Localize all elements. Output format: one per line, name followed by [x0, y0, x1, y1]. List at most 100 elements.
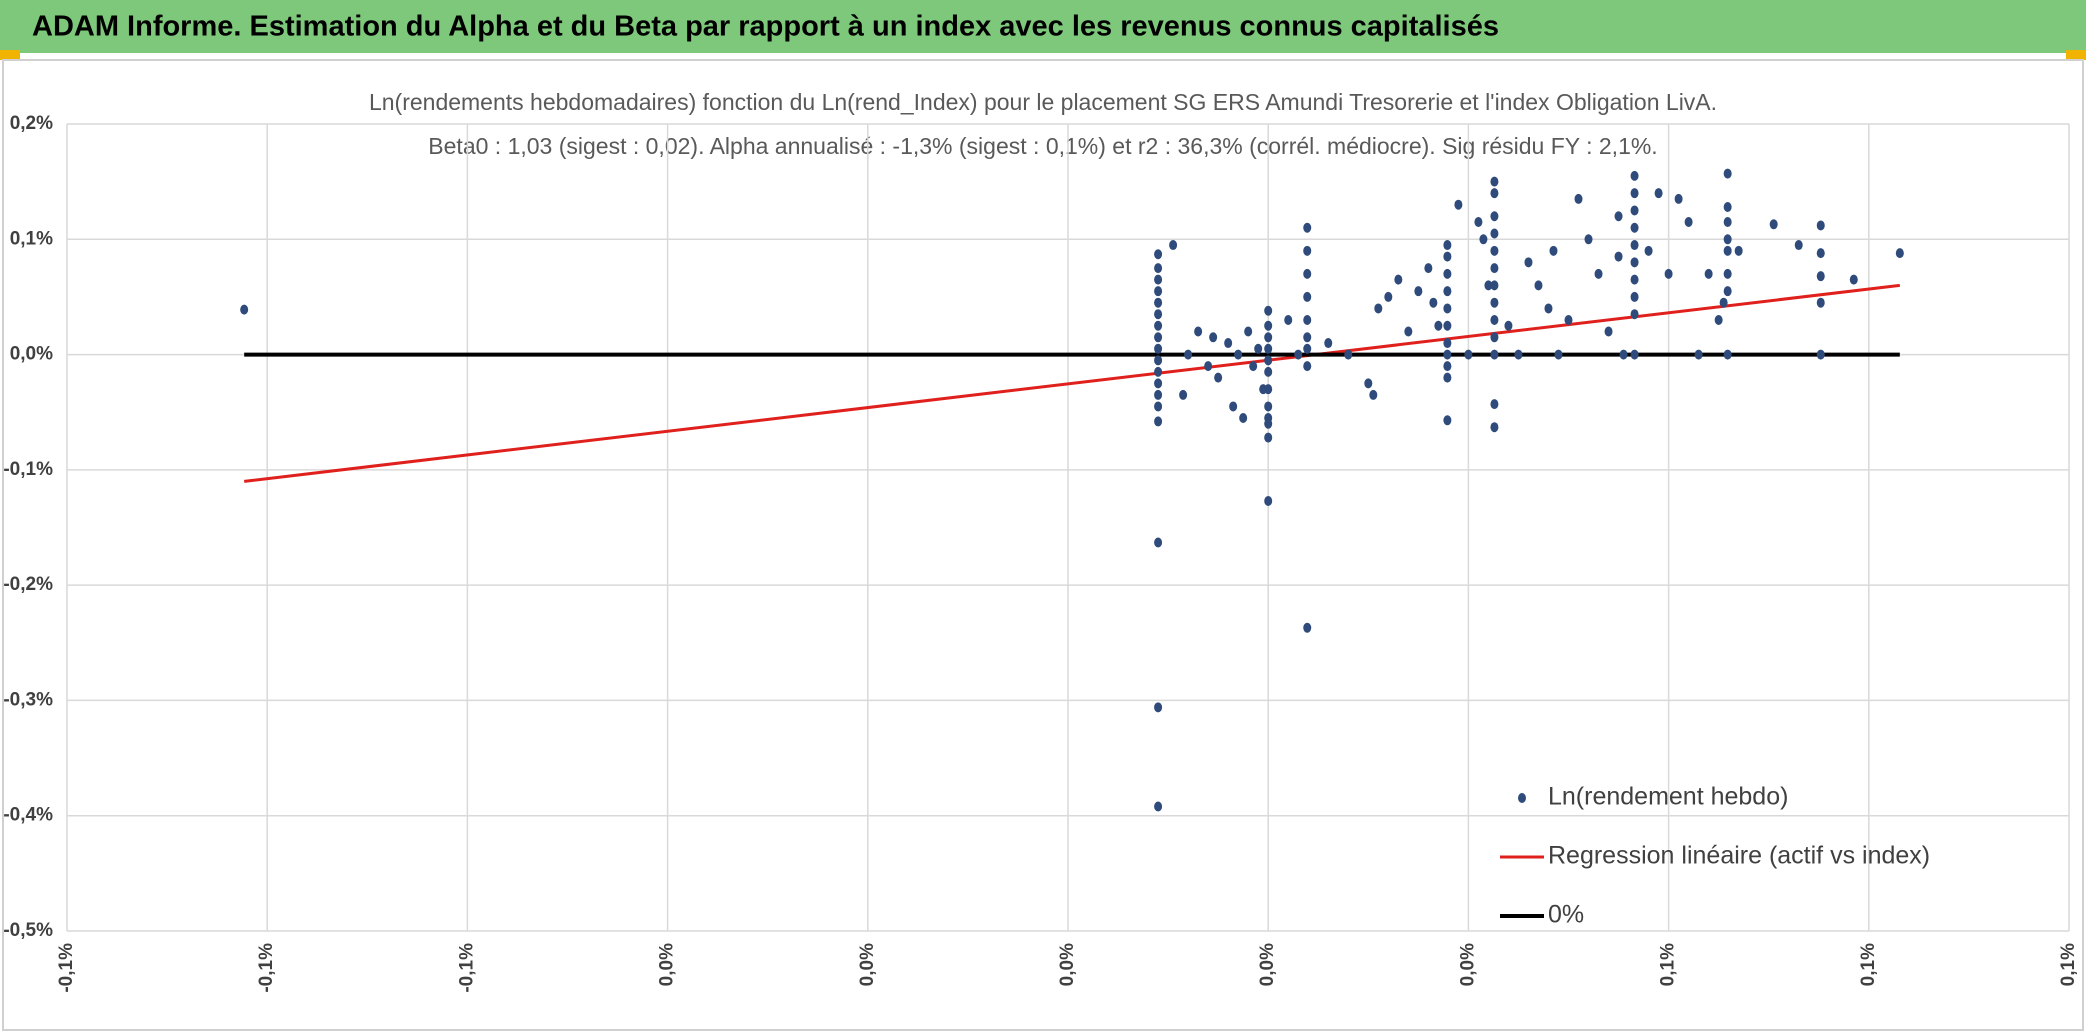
- scatter-point: [1714, 314, 1723, 325]
- scatter-point: [1574, 193, 1583, 204]
- scatter-point: [1549, 245, 1558, 256]
- chart-title: Ln(rendements hebdomadaires) fonction du…: [369, 89, 1717, 115]
- x-tick-label: 0,0%: [1457, 943, 1478, 986]
- scatter-point: [1734, 245, 1743, 256]
- scatter-point: [1490, 332, 1499, 343]
- scatter-point: [1630, 240, 1639, 251]
- title-bar: [0, 0, 2086, 53]
- x-tick-label: -0,1%: [56, 943, 77, 993]
- scatter-point: [1154, 297, 1163, 308]
- scatter-point: [1490, 263, 1499, 274]
- scatter-point: [1630, 205, 1639, 216]
- scatter-point: [1723, 268, 1732, 279]
- scatter-point: [1303, 361, 1312, 372]
- scatter-point: [1264, 495, 1273, 506]
- scatter-point: [1154, 309, 1163, 320]
- scatter-point: [1630, 170, 1639, 181]
- scatter-point: [1544, 303, 1553, 314]
- scatter-point: [1303, 314, 1312, 325]
- scatter-point: [1674, 193, 1683, 204]
- x-tick-label: 0,1%: [2058, 943, 2079, 986]
- scatter-point: [1604, 326, 1613, 337]
- scatter-point: [1816, 349, 1825, 360]
- legend-label: Regression linéaire (actif vs index): [1548, 842, 1930, 870]
- scatter-point: [1490, 422, 1499, 433]
- scatter-point: [1264, 332, 1273, 343]
- scatter-point: [1239, 412, 1248, 423]
- y-tick-label: -0,2%: [3, 574, 53, 595]
- scatter-point: [1303, 222, 1312, 233]
- scatter-point: [1264, 418, 1273, 429]
- scatter-point: [1474, 216, 1483, 227]
- scatter-point: [1384, 291, 1393, 302]
- scatter-point: [1434, 320, 1443, 331]
- scatter-point: [1154, 537, 1163, 548]
- scatter-point: [1554, 349, 1563, 360]
- x-tick-label: -0,1%: [456, 943, 477, 993]
- scatter-point: [1264, 305, 1273, 316]
- scatter-point: [1443, 338, 1452, 349]
- scatter-point: [1154, 378, 1163, 389]
- scatter-point: [1816, 220, 1825, 231]
- scatter-point: [1443, 268, 1452, 279]
- scatter-point: [1204, 361, 1213, 372]
- scatter-point: [1154, 320, 1163, 331]
- legend-label: 0%: [1548, 901, 1584, 929]
- chart-frame: [2, 59, 2084, 1031]
- scatter-point: [1264, 401, 1273, 412]
- scatter-point: [1443, 349, 1452, 360]
- scatter-point: [1630, 188, 1639, 199]
- scatter-point: [1369, 389, 1378, 400]
- scatter-point: [1723, 234, 1732, 245]
- scatter-point: [1723, 168, 1732, 179]
- scatter-point: [1224, 338, 1233, 349]
- scatter-point: [1694, 349, 1703, 360]
- scatter-point: [1324, 338, 1333, 349]
- scatter-point: [1249, 361, 1258, 372]
- scatter-point: [1443, 372, 1452, 383]
- scatter-point: [1154, 343, 1163, 354]
- scatter-point: [1464, 349, 1473, 360]
- scatter-point: [1303, 245, 1312, 256]
- scatter-point: [1264, 384, 1273, 395]
- scatter-point: [1179, 389, 1188, 400]
- scatter-point: [1394, 274, 1403, 285]
- scatter-point: [1630, 291, 1639, 302]
- scatter-point: [1723, 216, 1732, 227]
- scatter-point: [1303, 268, 1312, 279]
- x-tick-label: -0,1%: [256, 943, 277, 993]
- scatter-point: [1424, 263, 1433, 274]
- scatter-point: [1594, 268, 1603, 279]
- scatter-point: [1479, 234, 1488, 245]
- scatter-point: [1723, 349, 1732, 360]
- scatter-point: [1704, 268, 1713, 279]
- scatter-point: [1154, 416, 1163, 427]
- scatter-point: [1154, 274, 1163, 285]
- scatter-point: [1584, 234, 1593, 245]
- y-tick-label: 0,1%: [10, 228, 53, 249]
- scatter-point: [1214, 372, 1223, 383]
- scatter-point: [1654, 188, 1663, 199]
- y-tick-label: -0,4%: [3, 805, 53, 826]
- scatter-point: [1644, 245, 1653, 256]
- scatter-point: [1154, 263, 1163, 274]
- scatter-point: [1443, 303, 1452, 314]
- legend-label: Ln(rendement hebdo): [1548, 783, 1788, 811]
- scatter-point: [1614, 251, 1623, 262]
- scatter-point: [1229, 401, 1238, 412]
- scatter-point: [1264, 355, 1273, 366]
- scatter-point: [1414, 286, 1423, 297]
- scatter-point: [1303, 332, 1312, 343]
- scatter-point: [1404, 326, 1413, 337]
- scatter-point: [1184, 349, 1193, 360]
- y-tick-label: -0,5%: [3, 920, 53, 941]
- scatter-point: [1254, 343, 1263, 354]
- scatter-point: [1244, 326, 1253, 337]
- scatter-point: [1524, 257, 1533, 268]
- scatter-point: [1284, 314, 1293, 325]
- scatter-point: [1443, 251, 1452, 262]
- scatter-point: [1364, 378, 1373, 389]
- scatter-point: [1723, 286, 1732, 297]
